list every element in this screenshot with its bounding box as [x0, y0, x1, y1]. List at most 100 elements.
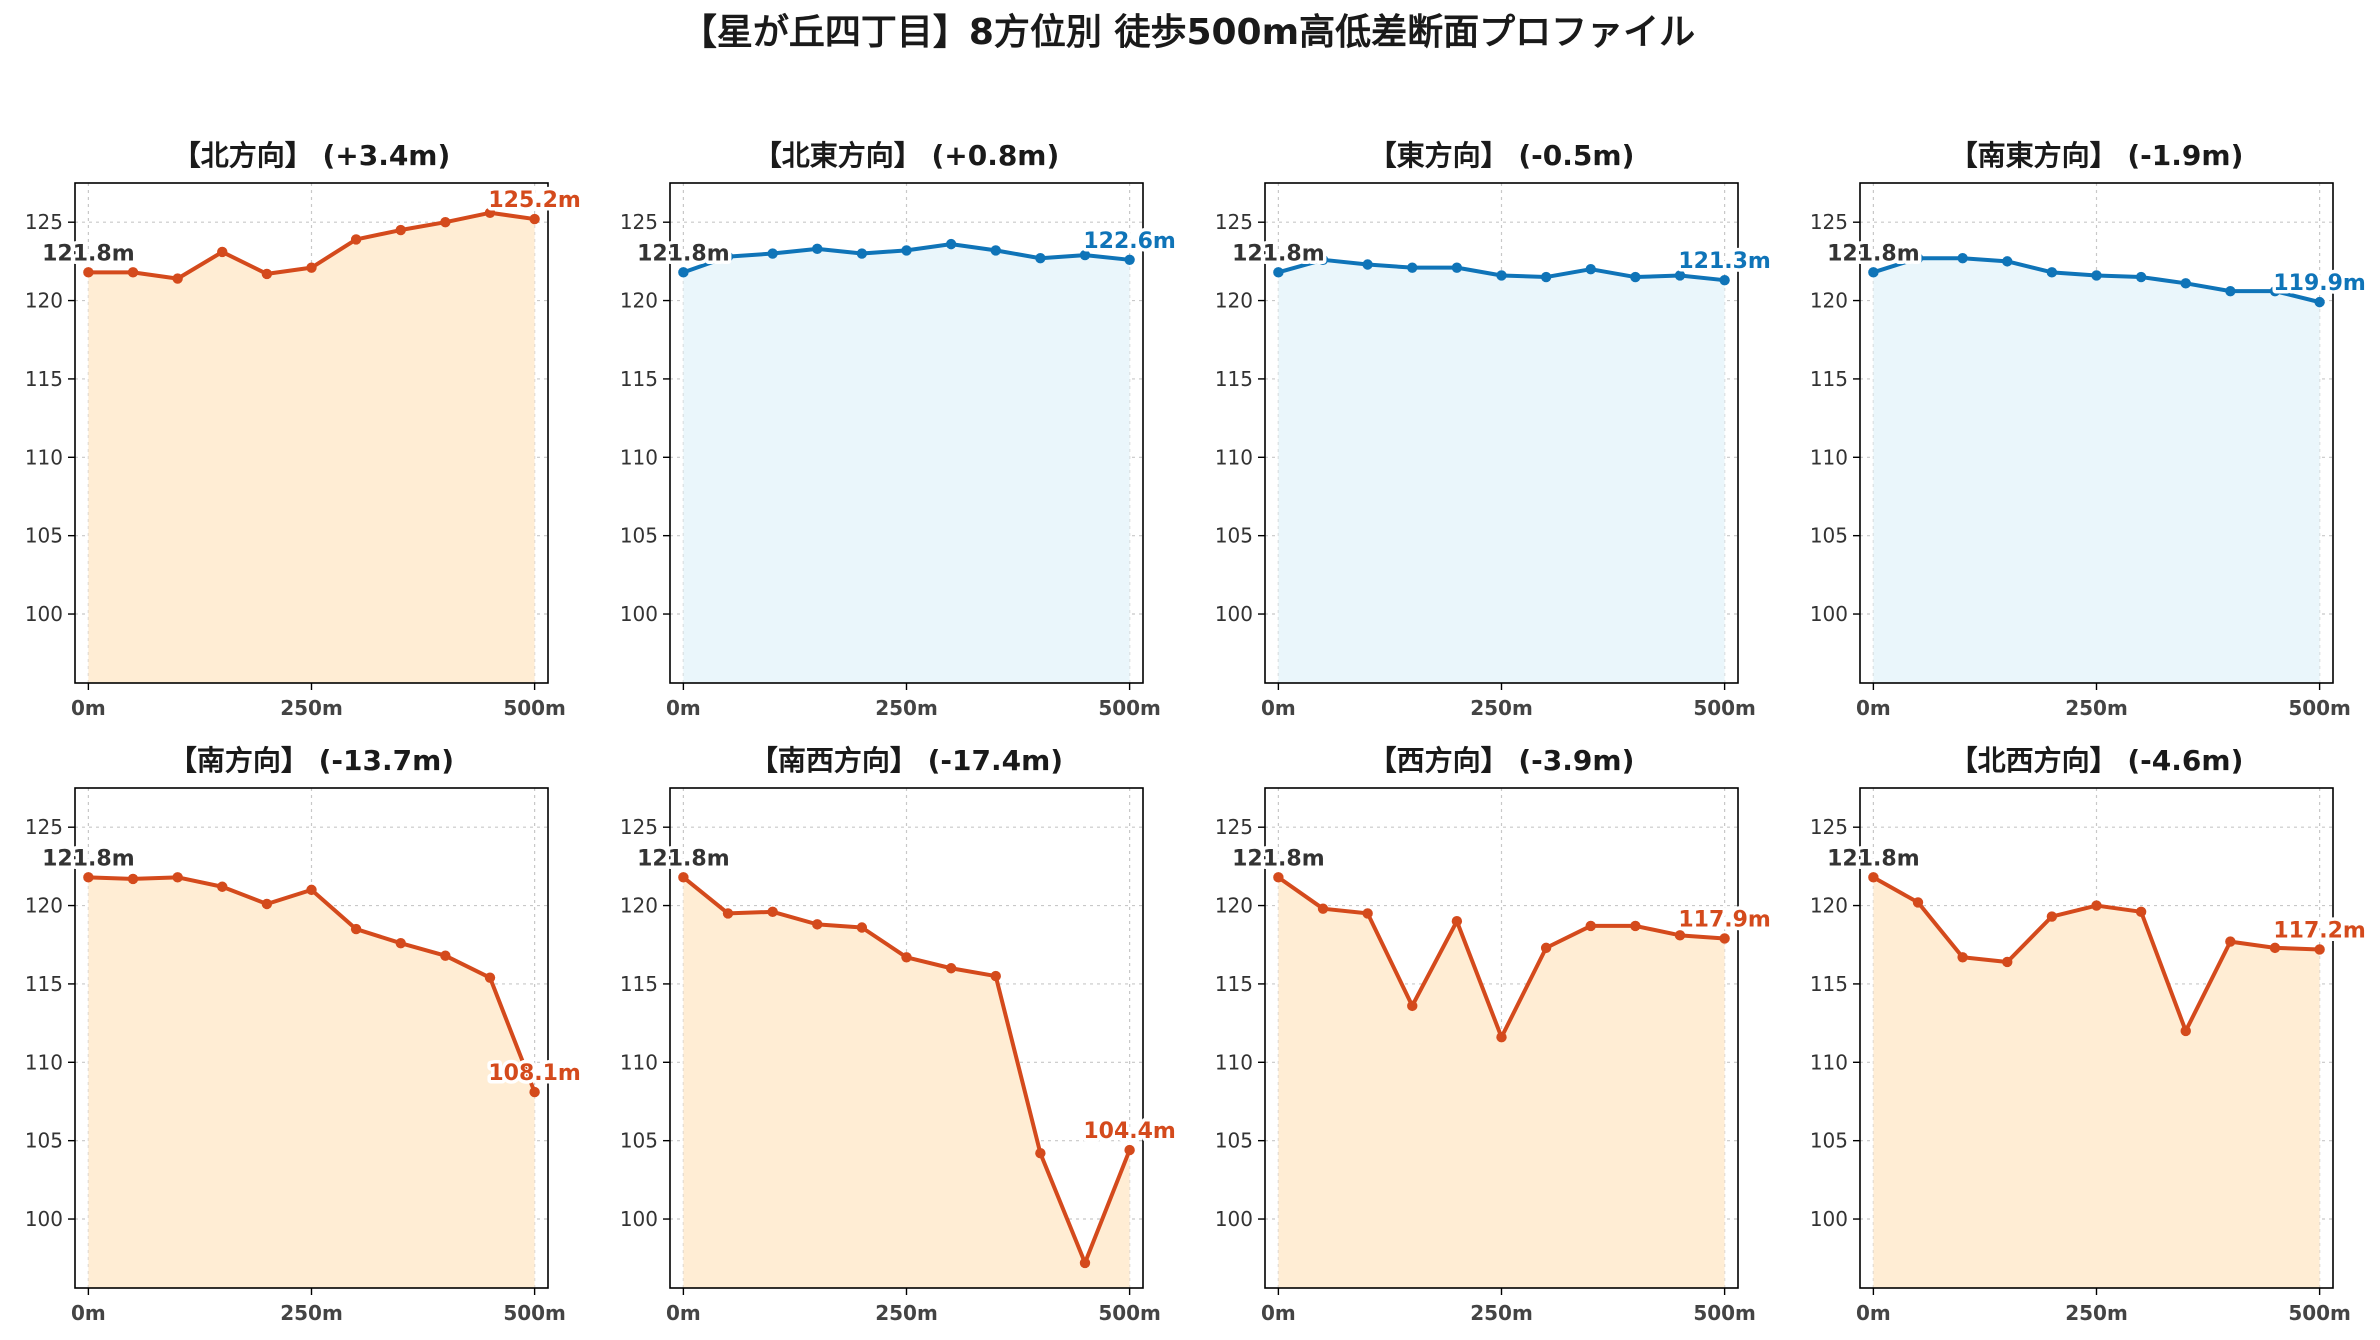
- start-elevation-label: 121.8m: [42, 846, 135, 871]
- data-point: [261, 268, 273, 280]
- data-point: [1317, 254, 1329, 266]
- x-tick-label: 250m: [280, 1301, 343, 1325]
- data-point: [484, 972, 496, 983]
- data-point: [127, 267, 139, 278]
- data-point: [812, 243, 823, 255]
- data-point: [2135, 271, 2147, 283]
- y-tick-label: 120: [1215, 894, 1253, 918]
- x-tick-label: 250m: [2065, 696, 2128, 720]
- data-point: [1407, 1000, 1418, 1012]
- x-tick-label: 250m: [1470, 1301, 1533, 1325]
- data-point: [1079, 249, 1091, 261]
- data-point: [1674, 930, 1686, 941]
- x-tick-label: 0m: [1261, 1301, 1296, 1325]
- data-point: [722, 908, 734, 919]
- x-tick-label: 0m: [1856, 1301, 1891, 1325]
- data-point: [1957, 952, 1968, 963]
- data-point: [1362, 259, 1373, 270]
- data-point: [395, 937, 406, 949]
- y-tick-label: 105: [1215, 524, 1253, 548]
- end-elevation-label: 117.2m: [2273, 918, 2366, 943]
- data-point: [529, 213, 540, 225]
- profile-panel: 【北東方向】 (+0.8m) 100 105 110 115 120 125 0m 250m 50…: [620, 139, 1180, 720]
- data-point: [1079, 1257, 1091, 1269]
- data-point: [767, 248, 778, 259]
- data-point: [1585, 264, 1596, 275]
- data-point: [440, 950, 451, 961]
- y-tick-label: 105: [1810, 524, 1848, 548]
- end-elevation-label: 117.9m: [1678, 907, 1771, 932]
- end-elevation-label: 125.2m: [488, 188, 581, 213]
- y-tick-label: 110: [1215, 445, 1253, 469]
- x-tick-label: 0m: [666, 1301, 701, 1325]
- profile-panel: 【南西方向】 (-17.4m) 100 105 110 115 120 125 0m 250m 5…: [620, 744, 1180, 1325]
- data-point: [1719, 274, 1730, 286]
- end-elevation-label: 104.4m: [1083, 1119, 1176, 1144]
- x-tick-label: 0m: [71, 1301, 106, 1325]
- data-point: [2180, 1025, 2191, 1037]
- data-point: [990, 970, 1001, 982]
- data-point: [1957, 253, 1968, 264]
- data-point: [812, 919, 823, 930]
- start-elevation-label: 121.8m: [1232, 846, 1325, 871]
- data-point: [2002, 956, 2013, 968]
- data-point: [2314, 944, 2325, 955]
- data-point: [529, 1086, 540, 1098]
- y-tick-label: 110: [1810, 445, 1848, 469]
- data-point: [261, 898, 273, 910]
- panel-title: 【南東方向】 (-1.9m): [1950, 139, 2244, 172]
- y-tick-label: 125: [620, 815, 658, 839]
- y-tick-label: 115: [25, 972, 63, 996]
- y-tick-label: 115: [620, 367, 658, 391]
- y-tick-label: 120: [1215, 289, 1253, 313]
- data-point: [1273, 872, 1284, 883]
- data-point: [172, 872, 183, 883]
- data-point: [2180, 278, 2191, 289]
- data-point: [856, 248, 868, 259]
- y-tick-label: 100: [620, 602, 658, 626]
- y-tick-label: 105: [25, 1129, 63, 1153]
- data-point: [901, 245, 912, 256]
- data-point: [484, 207, 496, 218]
- data-point: [1585, 920, 1596, 932]
- data-point: [2046, 267, 2058, 278]
- data-point: [767, 906, 778, 918]
- y-tick-label: 120: [620, 894, 658, 918]
- panel-title: 【南西方向】 (-17.4m): [750, 744, 1063, 777]
- end-elevation-label: 122.6m: [1083, 229, 1176, 254]
- y-tick-label: 115: [1810, 367, 1848, 391]
- data-point: [2135, 906, 2147, 918]
- data-point: [1273, 267, 1284, 278]
- y-tick-label: 110: [25, 445, 63, 469]
- y-tick-label: 100: [1215, 602, 1253, 626]
- data-point: [945, 963, 957, 974]
- figure-title: 【星が丘四丁目】8方位別 徒歩500m高低差断面プロファイル: [681, 12, 1695, 53]
- start-elevation-label: 121.8m: [1827, 846, 1920, 871]
- y-tick-label: 120: [1810, 289, 1848, 313]
- y-tick-label: 100: [1810, 1207, 1848, 1231]
- data-point: [172, 273, 183, 284]
- data-point: [1407, 262, 1418, 273]
- data-point: [1451, 916, 1463, 927]
- y-tick-label: 120: [1810, 894, 1848, 918]
- y-tick-label: 115: [620, 972, 658, 996]
- y-tick-label: 125: [25, 210, 63, 234]
- profile-panel: 【南方向】 (-13.7m) 100 105 110 115 120 125 0m 250m 50…: [25, 744, 585, 1325]
- x-tick-label: 250m: [2065, 1301, 2128, 1325]
- profile-panel: 【西方向】 (-3.9m) 100 105 110 115 120 125 0m 250m 500…: [1215, 744, 1775, 1325]
- x-tick-label: 250m: [875, 1301, 938, 1325]
- y-tick-label: 125: [1215, 210, 1253, 234]
- data-point: [1124, 254, 1135, 266]
- data-point: [395, 224, 406, 236]
- data-point: [1124, 1144, 1135, 1156]
- x-tick-label: 500m: [1098, 1301, 1161, 1325]
- y-tick-label: 105: [620, 524, 658, 548]
- profile-area: [1873, 258, 2320, 683]
- y-tick-label: 125: [1810, 815, 1848, 839]
- profile-area: [88, 212, 535, 683]
- x-tick-label: 500m: [503, 1301, 566, 1325]
- data-point: [1362, 908, 1373, 919]
- profile-area: [683, 877, 1130, 1288]
